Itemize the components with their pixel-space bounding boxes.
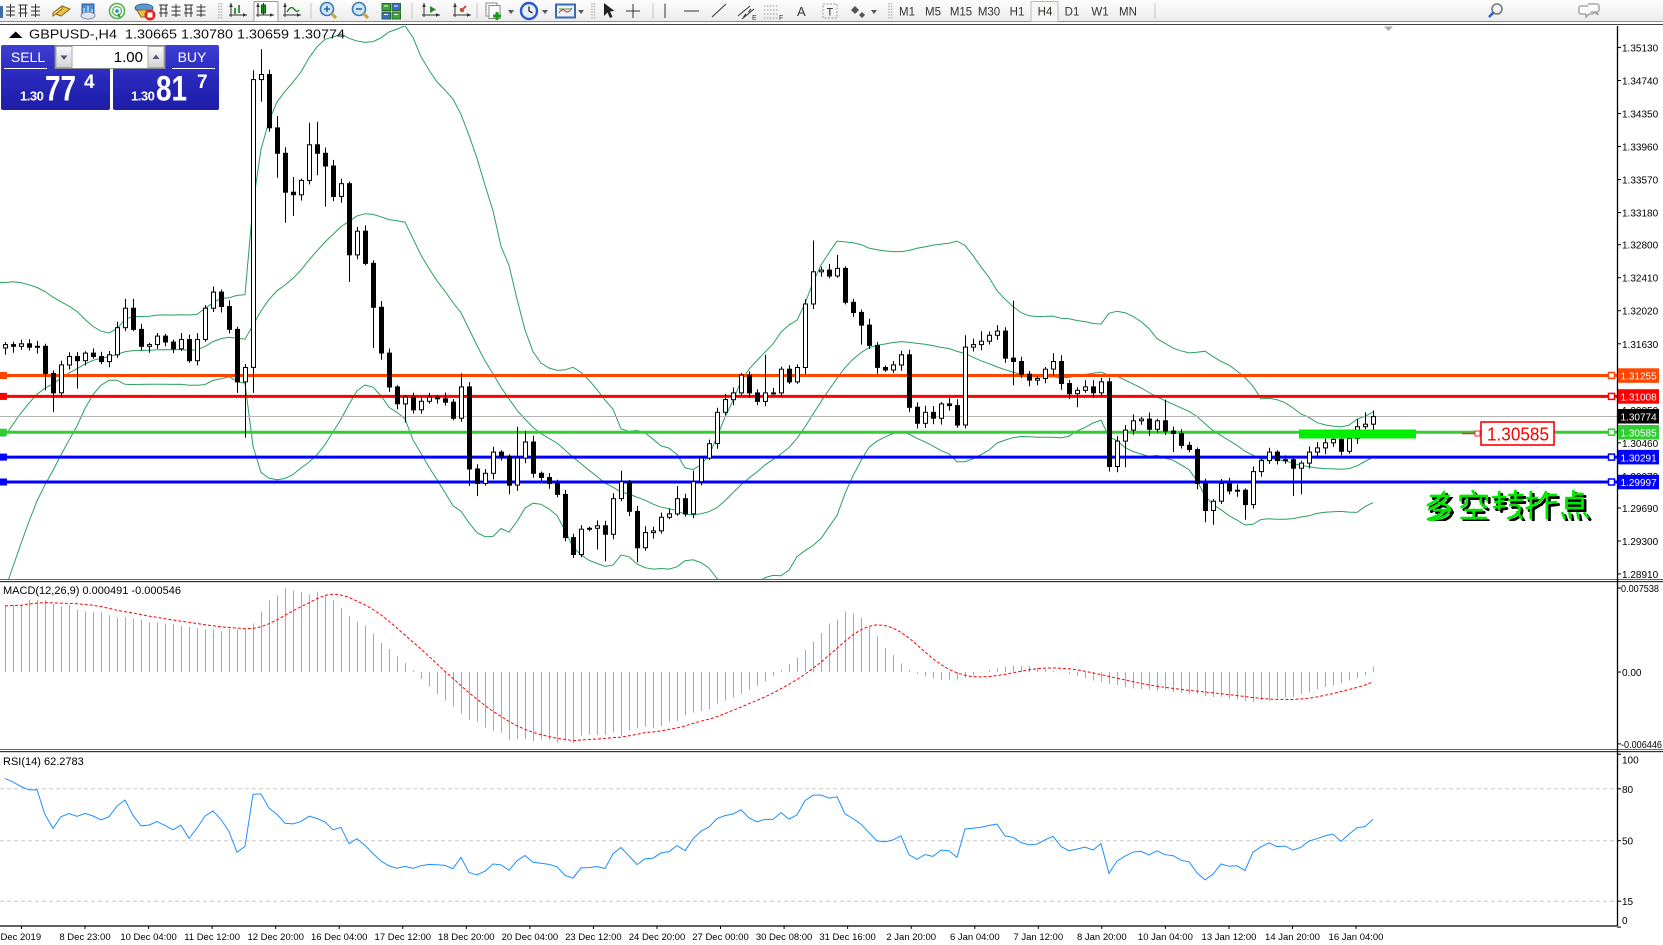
svg-text:1.30774: 1.30774 bbox=[1621, 412, 1658, 423]
svg-text:100: 100 bbox=[1622, 756, 1639, 767]
svg-text:1.31008: 1.31008 bbox=[1621, 393, 1658, 404]
svg-text:16 Dec 04:00: 16 Dec 04:00 bbox=[311, 932, 368, 943]
svg-text:1.31255: 1.31255 bbox=[1621, 372, 1658, 383]
svg-text:1.33960: 1.33960 bbox=[1622, 143, 1659, 154]
svg-text:15: 15 bbox=[1622, 897, 1634, 908]
svg-text:17 Dec 12:00: 17 Dec 12:00 bbox=[375, 932, 432, 943]
svg-text:8 Dec 23:00: 8 Dec 23:00 bbox=[59, 932, 110, 943]
svg-text:10 Jan 04:00: 10 Jan 04:00 bbox=[1138, 932, 1193, 943]
svg-text:-0.006446: -0.006446 bbox=[1621, 740, 1662, 751]
svg-text:1.33180: 1.33180 bbox=[1622, 209, 1659, 220]
svg-text:1.31630: 1.31630 bbox=[1622, 340, 1659, 351]
svg-text:1.29300: 1.29300 bbox=[1622, 537, 1659, 548]
svg-text:2 Jan 20:00: 2 Jan 20:00 bbox=[886, 932, 936, 943]
svg-text:1.34350: 1.34350 bbox=[1622, 110, 1659, 121]
svg-text:13 Jan 12:00: 13 Jan 12:00 bbox=[1202, 932, 1257, 943]
svg-text:7: 7 bbox=[197, 72, 208, 93]
svg-text:50: 50 bbox=[1622, 837, 1634, 848]
svg-text:H1: H1 bbox=[1010, 7, 1025, 19]
svg-text:1.32410: 1.32410 bbox=[1622, 274, 1659, 285]
svg-text:0.007538: 0.007538 bbox=[1621, 584, 1659, 595]
svg-text:14 Jan 20:00: 14 Jan 20:00 bbox=[1265, 932, 1320, 943]
svg-text:8 Jan 20:00: 8 Jan 20:00 bbox=[1077, 932, 1127, 943]
svg-text:M5: M5 bbox=[925, 7, 941, 19]
svg-text:MN: MN bbox=[1119, 7, 1137, 19]
svg-text:1.34740: 1.34740 bbox=[1622, 77, 1659, 88]
svg-text:1.32800: 1.32800 bbox=[1622, 241, 1659, 252]
svg-text:80: 80 bbox=[1622, 785, 1634, 796]
svg-text:18 Dec 20:00: 18 Dec 20:00 bbox=[438, 932, 495, 943]
svg-text:A: A bbox=[797, 4, 806, 19]
svg-text:1.00: 1.00 bbox=[114, 49, 143, 66]
svg-text:1.33570: 1.33570 bbox=[1622, 176, 1659, 187]
svg-text:T: T bbox=[827, 7, 834, 19]
svg-text:H4: H4 bbox=[1038, 7, 1053, 19]
svg-text:1.30585: 1.30585 bbox=[1621, 428, 1658, 439]
svg-text:1.29690: 1.29690 bbox=[1622, 504, 1659, 515]
svg-text:24 Dec 20:00: 24 Dec 20:00 bbox=[629, 932, 686, 943]
svg-text:D1: D1 bbox=[1065, 7, 1080, 19]
svg-text:6 Jan 04:00: 6 Jan 04:00 bbox=[950, 932, 1000, 943]
svg-text:W1: W1 bbox=[1091, 7, 1108, 19]
svg-text:Dec 2019: Dec 2019 bbox=[0, 932, 41, 943]
svg-text:0: 0 bbox=[1622, 916, 1628, 927]
svg-text:77: 77 bbox=[45, 70, 76, 109]
svg-text:23 Dec 12:00: 23 Dec 12:00 bbox=[565, 932, 622, 943]
svg-text:16 Jan 04:00: 16 Jan 04:00 bbox=[1329, 932, 1384, 943]
svg-text:GBPUSD-,H4 1.30665 1.30780 1.: GBPUSD-,H4 1.30665 1.30780 1.30659 1.307… bbox=[29, 28, 345, 42]
svg-text:27 Dec 00:00: 27 Dec 00:00 bbox=[692, 932, 749, 943]
svg-text:BUY: BUY bbox=[178, 49, 207, 65]
svg-text:81: 81 bbox=[156, 70, 187, 109]
svg-text:RSI(14) 62.2783: RSI(14) 62.2783 bbox=[3, 756, 84, 768]
svg-text:1.30: 1.30 bbox=[131, 89, 155, 104]
svg-text:1.30585: 1.30585 bbox=[1487, 424, 1549, 445]
svg-text:1.30291: 1.30291 bbox=[1621, 453, 1658, 464]
svg-text:1.28910: 1.28910 bbox=[1622, 570, 1659, 581]
svg-text:4: 4 bbox=[84, 72, 95, 93]
svg-text:20 Dec 04:00: 20 Dec 04:00 bbox=[502, 932, 559, 943]
svg-text:1.32020: 1.32020 bbox=[1622, 307, 1659, 318]
svg-text:10 Dec 04:00: 10 Dec 04:00 bbox=[120, 932, 177, 943]
svg-text:7 Jan 12:00: 7 Jan 12:00 bbox=[1013, 932, 1063, 943]
svg-text:30 Dec 08:00: 30 Dec 08:00 bbox=[756, 932, 813, 943]
svg-text:1.29997: 1.29997 bbox=[1621, 478, 1658, 489]
svg-text:E: E bbox=[752, 15, 757, 22]
svg-text:12 Dec 20:00: 12 Dec 20:00 bbox=[247, 932, 304, 943]
svg-text:M30: M30 bbox=[978, 7, 1000, 19]
svg-text:1.30460: 1.30460 bbox=[1622, 439, 1659, 450]
svg-text:F: F bbox=[779, 15, 783, 22]
svg-text:11 Dec 12:00: 11 Dec 12:00 bbox=[184, 932, 240, 943]
svg-text:M15: M15 bbox=[950, 7, 972, 19]
svg-text:0.00: 0.00 bbox=[1622, 668, 1642, 679]
svg-text:MACD(12,26,9) 0.000491 -0.0005: MACD(12,26,9) 0.000491 -0.000546 bbox=[3, 585, 181, 597]
svg-text:31 Dec 16:00: 31 Dec 16:00 bbox=[819, 932, 876, 943]
svg-text:1.35130: 1.35130 bbox=[1622, 43, 1659, 54]
svg-text:1.30: 1.30 bbox=[20, 89, 44, 104]
svg-text:M1: M1 bbox=[899, 7, 915, 19]
svg-text:SELL: SELL bbox=[11, 49, 45, 65]
